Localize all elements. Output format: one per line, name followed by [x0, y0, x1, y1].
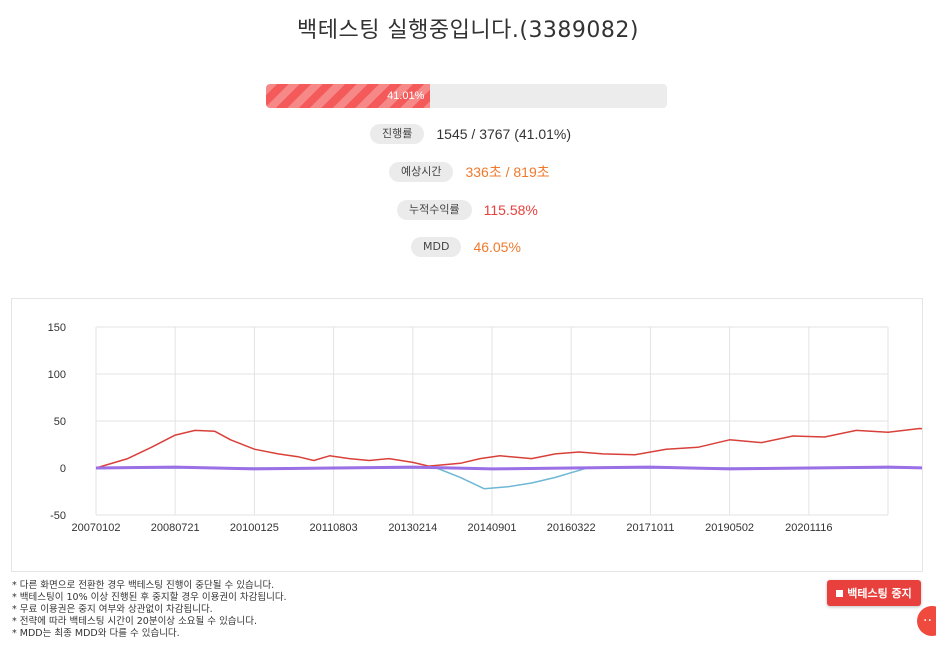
- more-dots-icon: ··: [923, 613, 932, 629]
- stat-estimated-time: 예상시간 336초 / 819초: [0, 161, 936, 183]
- stat-cumulative-return-value: 115.58%: [483, 202, 538, 218]
- y-tick-label: 150: [48, 322, 66, 334]
- progress-bar-fill: 41.01%: [266, 84, 431, 108]
- x-tick-label: 20100125: [230, 522, 279, 534]
- x-tick-label: 20190502: [705, 522, 754, 534]
- x-tick-label: 20130214: [388, 522, 437, 534]
- progress-bar: 41.01%: [266, 84, 667, 108]
- stat-mdd: MDD 46.05%: [0, 236, 936, 258]
- stop-backtest-label: 백테스팅 중지: [847, 587, 912, 600]
- x-tick-label: 20080721: [151, 522, 200, 534]
- stat-mdd-value: 46.05%: [473, 239, 521, 255]
- x-tick-label: 20110803: [310, 522, 358, 534]
- x-tick-label: 20171011: [626, 522, 674, 534]
- stat-estimated-time-label: 예상시간: [389, 162, 454, 182]
- returns-chart: 150 100 50 0 -50 20070102 20080721 20100125 2011…: [11, 298, 923, 572]
- y-tick-label: -50: [50, 510, 66, 522]
- stop-backtest-button[interactable]: 백테스팅 중지: [827, 580, 921, 606]
- more-button[interactable]: ··: [917, 606, 936, 636]
- notice-item: MDD는 최종 MDD와 다를 수 있습니다.: [12, 628, 612, 640]
- page-title: 백테스팅 실행중입니다.(3389082): [296, 18, 640, 43]
- progress-percent-label: 41.01%: [387, 90, 425, 102]
- y-tick-label: 50: [54, 416, 66, 428]
- x-tick-label: 20070102: [72, 522, 121, 534]
- stat-cumulative-return: 누적수익률 115.58%: [0, 199, 936, 221]
- stat-progress: 진행률 1545 / 3767 (41.01%): [0, 123, 936, 145]
- x-tick-label: 20160322: [547, 522, 596, 534]
- series-line-1: [96, 467, 922, 490]
- y-tick-label: 0: [60, 463, 66, 475]
- notice-list: 다른 화면으로 전환한 경우 백테스팅 진행이 중단될 수 있습니다. 백테스팅…: [12, 580, 612, 640]
- stat-mdd-label: MDD: [411, 237, 462, 257]
- x-tick-label: 20140901: [468, 522, 517, 534]
- notice-item: 전략에 따라 백테스팅 시간이 20분이상 소요될 수 있습니다.: [12, 616, 612, 628]
- notice-item: 무료 이용권은 중지 여부와 상관없이 차감됩니다.: [12, 604, 612, 616]
- stop-icon: [836, 589, 844, 597]
- series-line-0: [95, 427, 922, 469]
- stat-progress-value: 1545 / 3767 (41.01%): [436, 126, 572, 142]
- stat-estimated-time-value: 336초 / 819초: [465, 164, 550, 180]
- stat-cumulative-return-label: 누적수익률: [397, 200, 472, 220]
- notice-item: 다른 화면으로 전환한 경우 백테스팅 진행이 중단될 수 있습니다.: [12, 580, 612, 592]
- stat-progress-label: 진행률: [370, 124, 425, 144]
- notice-item: 백테스팅이 10% 이상 진행된 후 중지할 경우 이용권이 차감됩니다.: [12, 592, 612, 604]
- x-tick-label: 20201116: [785, 522, 832, 534]
- returns-chart-svg: 150 100 50 0 -50 20070102 20080721 20100125 2011…: [48, 322, 922, 534]
- series-line-2: [95, 465, 922, 471]
- y-tick-label: 100: [48, 369, 66, 381]
